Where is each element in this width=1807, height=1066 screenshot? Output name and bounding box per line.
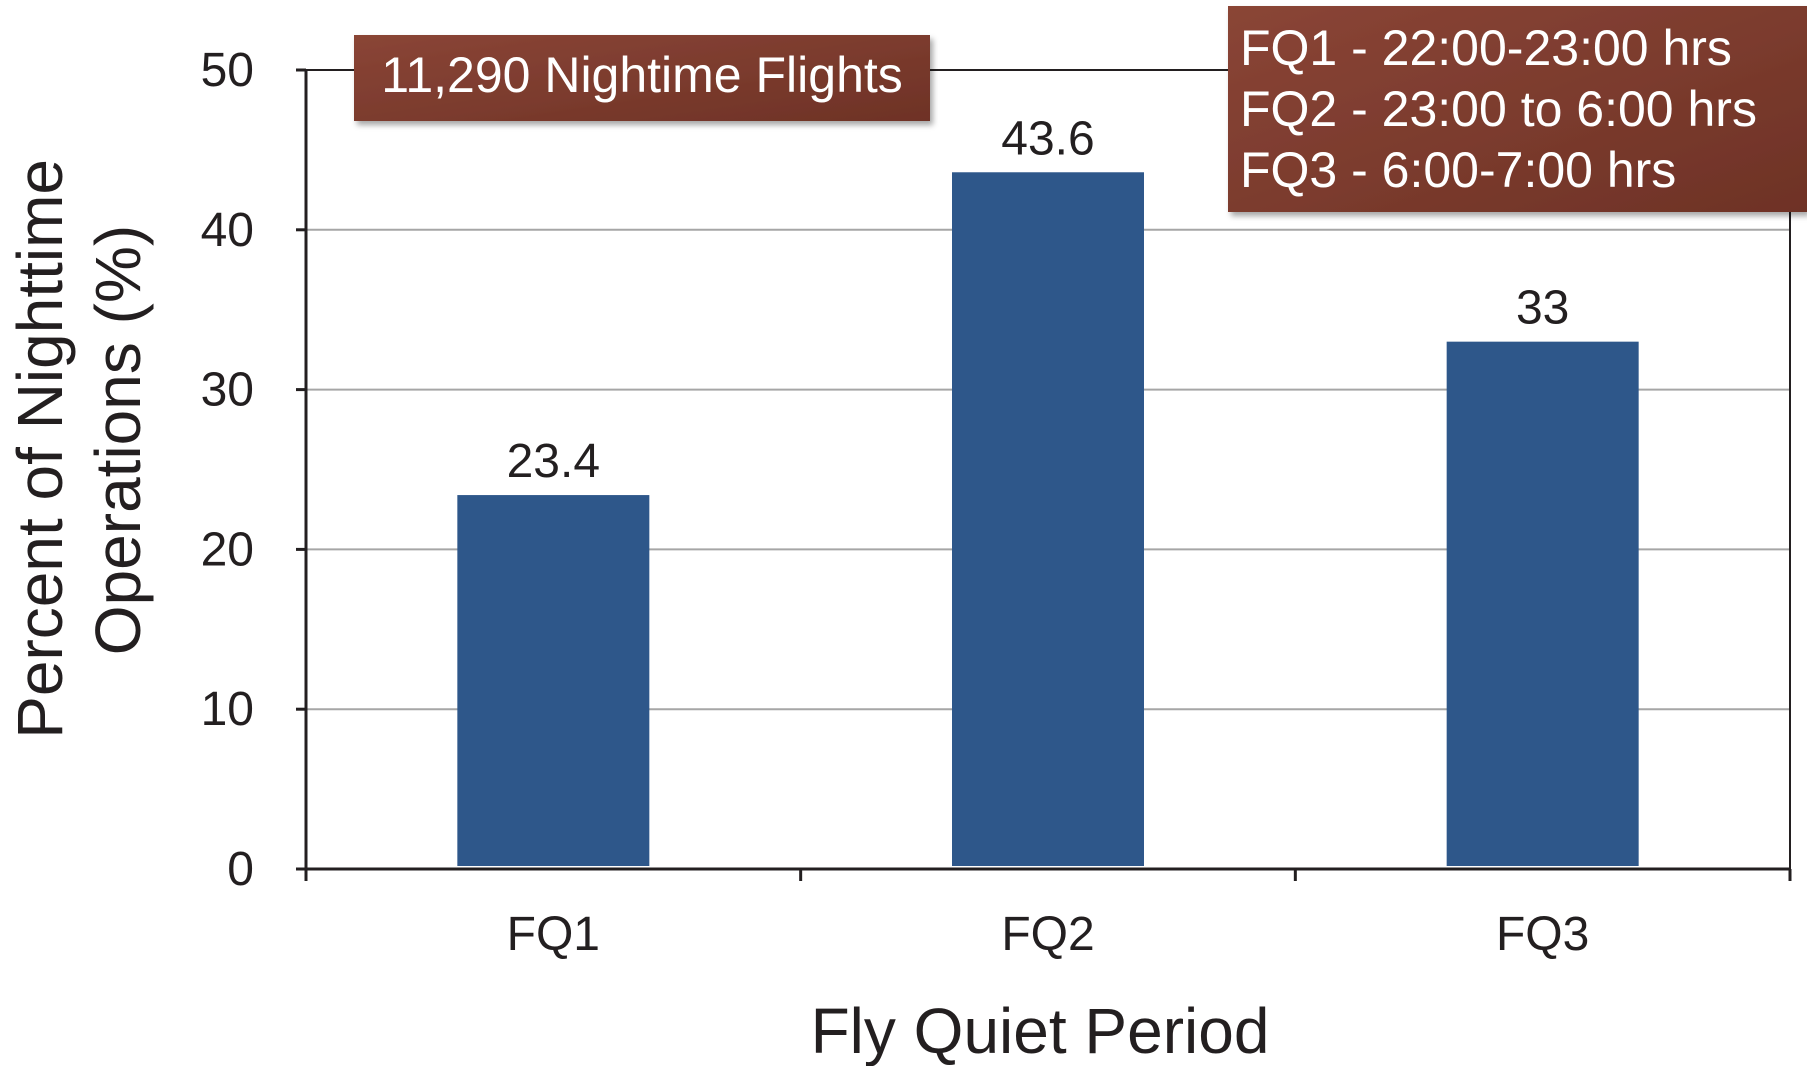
y-axis-title: Percent of Nighttime Operations (%) bbox=[4, 141, 154, 739]
x-tick-label-fq3: FQ3 bbox=[1496, 908, 1589, 961]
period-legend-line-3: FQ3 - 6:00-7:00 hrs bbox=[1240, 142, 1676, 198]
total-flights-box bbox=[354, 35, 930, 121]
y-tick-label-30: 30 bbox=[201, 364, 254, 417]
total-flights-annotation: 11,290 Nightime Flights bbox=[354, 35, 930, 121]
data-label-fq1: 23.4 bbox=[507, 435, 600, 488]
total-flights-text: 11,290 Nightime Flights bbox=[381, 47, 903, 103]
tick-labels: 0 10 20 30 40 50 FQ1 FQ2 FQ3 bbox=[201, 44, 1590, 961]
y-tick-label-0: 0 bbox=[227, 843, 254, 896]
y-tick-label-10: 10 bbox=[201, 683, 254, 736]
period-legend-box bbox=[1228, 6, 1807, 212]
data-label-fq2: 43.6 bbox=[1001, 112, 1094, 165]
data-label-fq3: 33 bbox=[1516, 282, 1569, 335]
period-legend-line-1: FQ1 - 22:00-23:00 hrs bbox=[1240, 20, 1732, 76]
y-axis-title-line-2: Operations (%) bbox=[82, 225, 154, 655]
y-tick-label-20: 20 bbox=[201, 523, 254, 576]
bars bbox=[457, 172, 1639, 867]
x-axis-title: Fly Quiet Period bbox=[811, 995, 1270, 1066]
y-axis-title-line-1: Percent of Nighttime bbox=[4, 159, 76, 739]
bar-fq1 bbox=[457, 495, 650, 866]
period-legend-line-2: FQ2 - 23:00 to 6:00 hrs bbox=[1240, 81, 1757, 137]
data-labels: 23.4 43.6 33 bbox=[507, 112, 1570, 488]
x-tick-label-fq1: FQ1 bbox=[507, 908, 600, 961]
y-tick-label-50: 50 bbox=[201, 44, 254, 97]
x-tick-label-fq2: FQ2 bbox=[1001, 908, 1094, 961]
y-tick-label-40: 40 bbox=[201, 204, 254, 257]
period-legend-annotation: FQ1 - 22:00-23:00 hrs FQ2 - 23:00 to 6:0… bbox=[1228, 6, 1807, 212]
bar-fq3 bbox=[1446, 341, 1639, 866]
bar-fq2 bbox=[952, 172, 1144, 867]
